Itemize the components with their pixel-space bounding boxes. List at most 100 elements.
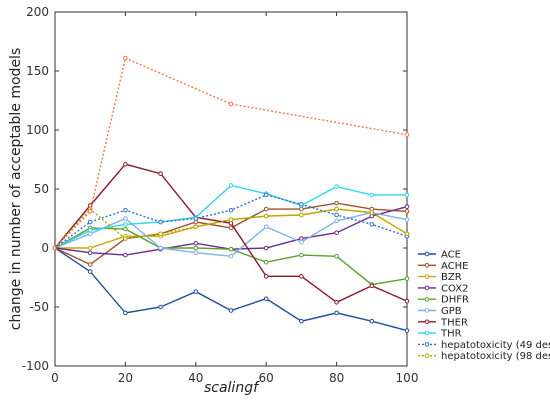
legend-label: DHFR (441, 295, 469, 306)
legend-marker (424, 274, 430, 279)
series-point-8 (369, 222, 375, 227)
series-point-6 (369, 283, 375, 289)
series-point-10 (228, 101, 234, 107)
series-point-9 (334, 206, 339, 212)
y-tick-label: 200 (26, 5, 49, 19)
plot-frame (54, 11, 408, 367)
series-point-0 (299, 318, 304, 324)
series-point-7 (228, 183, 234, 188)
series-line-0 (54, 247, 408, 332)
x-tick-label: 80 (329, 371, 344, 385)
series-point-10 (87, 209, 93, 214)
x-tick-label: 0 (51, 371, 59, 385)
series-point-9 (299, 212, 304, 218)
series-point-8 (158, 219, 163, 225)
series-point-4 (123, 226, 128, 232)
series-point-9 (263, 213, 269, 219)
axes: 0 20 40 60 80 100 -100 -50 0 50 100 150 200 (22, 5, 419, 385)
series-point-7 (334, 184, 339, 189)
series-point-4 (263, 259, 269, 265)
series-point-8 (299, 202, 304, 207)
plot-area (54, 11, 408, 367)
legend-marker (424, 285, 430, 291)
series-point-6 (334, 299, 339, 305)
series-point-1 (228, 225, 234, 231)
legend-marker (424, 251, 430, 257)
series-point-5 (123, 216, 128, 221)
series-point-0 (123, 310, 128, 316)
series-point-9 (228, 217, 234, 222)
y-axis-title: change in number of acceptable models (8, 48, 24, 331)
series-point-8 (228, 207, 234, 213)
series-point-2 (87, 245, 93, 251)
series-point-7 (369, 192, 375, 198)
series-point-3 (87, 250, 93, 256)
series-point-4 (228, 246, 234, 252)
series-point-5 (228, 253, 234, 259)
legend-label: THR (440, 329, 462, 340)
series-point-1 (334, 200, 339, 206)
series-point-0 (87, 269, 93, 274)
legend-marker (424, 319, 430, 325)
legend-marker (424, 353, 430, 359)
series-point-1 (404, 209, 410, 214)
series-layer (52, 55, 410, 333)
series-point-7 (404, 192, 410, 198)
series-point-0 (263, 296, 269, 302)
series-point-6 (299, 274, 304, 279)
series-point-5 (158, 245, 163, 251)
legend-marker (424, 330, 430, 336)
legend-marker (424, 296, 430, 302)
legend-label: BZR (441, 272, 462, 283)
series-point-0 (158, 304, 163, 310)
legend-label: hepatotoxicity (98 desc.) (441, 351, 550, 362)
series-point-4 (404, 276, 410, 281)
series-point-6 (123, 161, 128, 167)
legend-marker (424, 308, 430, 313)
y-tick-label: 100 (26, 123, 49, 137)
series-point-7 (87, 228, 93, 233)
series-point-6 (158, 171, 163, 176)
series-point-8 (334, 212, 339, 218)
series-point-5 (299, 239, 304, 245)
series-point-5 (334, 218, 339, 224)
series-point-5 (263, 224, 269, 230)
series-point-3 (263, 245, 269, 251)
y-tick-label: 0 (41, 241, 49, 255)
series-point-9 (193, 224, 199, 230)
y-tick-label: -100 (22, 359, 49, 373)
legend-label: THER (440, 317, 468, 328)
series-point-10 (123, 55, 128, 61)
y-tick-label: -50 (29, 300, 49, 314)
legend-label: GPB (441, 306, 462, 317)
series-point-5 (404, 217, 410, 222)
series-point-0 (228, 308, 234, 313)
series-point-6 (404, 298, 410, 304)
series-point-9 (158, 231, 163, 237)
series-point-4 (299, 252, 304, 258)
series-point-3 (123, 252, 128, 258)
legend-marker (424, 342, 430, 347)
series-point-0 (369, 318, 375, 324)
series-point-0 (193, 289, 199, 294)
series-point-10 (404, 132, 410, 138)
series-point-8 (87, 219, 93, 225)
series-point-0 (404, 328, 410, 333)
series-point-9 (123, 236, 128, 241)
series-point-3 (404, 204, 410, 209)
series-point-9 (404, 231, 410, 237)
x-tick-label: 40 (188, 371, 203, 385)
series-point-8 (263, 192, 269, 198)
x-tick-label: 60 (259, 371, 274, 385)
series-point-9 (369, 210, 375, 215)
series-point-8 (123, 207, 128, 213)
legend-label: ACE (441, 250, 461, 261)
series-point-7 (123, 222, 128, 227)
series-point-3 (193, 240, 199, 246)
legend-label: COX2 (441, 283, 468, 294)
legend-label: ACHE (441, 261, 469, 272)
x-tick-label: 100 (396, 371, 419, 385)
series-point-8 (193, 216, 199, 221)
